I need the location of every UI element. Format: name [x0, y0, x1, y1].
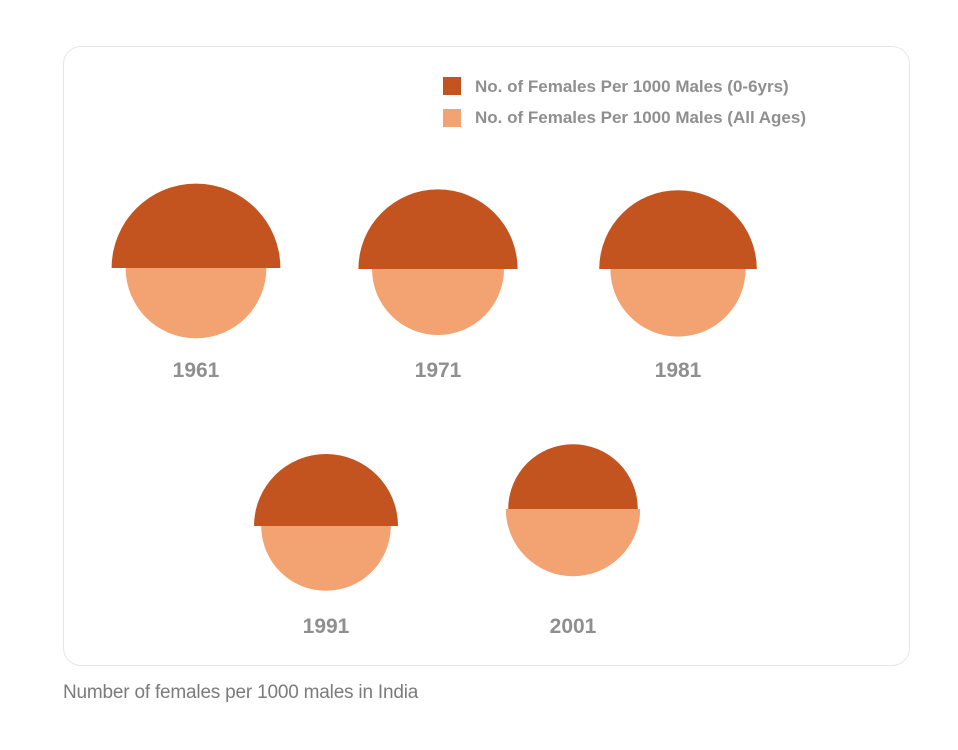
semicircle-all-ages-1981 — [610, 269, 746, 337]
year-label-1991: 1991 — [303, 615, 350, 638]
year-group-1961: 1961 — [111, 183, 281, 382]
legend-label-0-6yrs: No. of Females Per 1000 Males (0-6yrs) — [475, 77, 789, 96]
year-label-1971: 1971 — [415, 359, 462, 382]
legend-swatch-0-6yrs — [443, 77, 461, 95]
chart-caption: Number of females per 1000 males in Indi… — [63, 682, 419, 703]
semicircle-0-6yrs-2001 — [508, 444, 638, 509]
chart-card — [63, 46, 910, 666]
year-group-2001: 2001 — [505, 444, 641, 638]
semicircle-all-ages-1961 — [125, 268, 267, 339]
legend-swatch-all-ages — [443, 109, 461, 127]
year-group-1991: 1991 — [254, 454, 398, 638]
year-label-1961: 1961 — [173, 359, 220, 382]
semicircle-0-6yrs-1961 — [111, 183, 281, 268]
semicircle-0-6yrs-1991 — [254, 454, 398, 526]
legend-label-all-ages: No. of Females Per 1000 Males (All Ages) — [475, 108, 806, 127]
legend: No. of Females Per 1000 Males (0-6yrs) N… — [443, 77, 806, 127]
year-label-2001: 2001 — [550, 615, 597, 638]
chart-marks: 1961 1971 1981 1991 2001 — [111, 183, 757, 638]
semicircle-0-6yrs-1971 — [358, 189, 518, 269]
semicircle-all-ages-1971 — [372, 269, 504, 335]
year-group-1981: 1981 — [599, 190, 757, 382]
semicircle-0-6yrs-1981 — [599, 190, 757, 269]
year-group-1971: 1971 — [358, 189, 518, 382]
semicircle-all-ages-2001 — [505, 509, 641, 577]
semicircle-all-ages-1991 — [261, 526, 391, 591]
year-label-1981: 1981 — [655, 359, 702, 382]
